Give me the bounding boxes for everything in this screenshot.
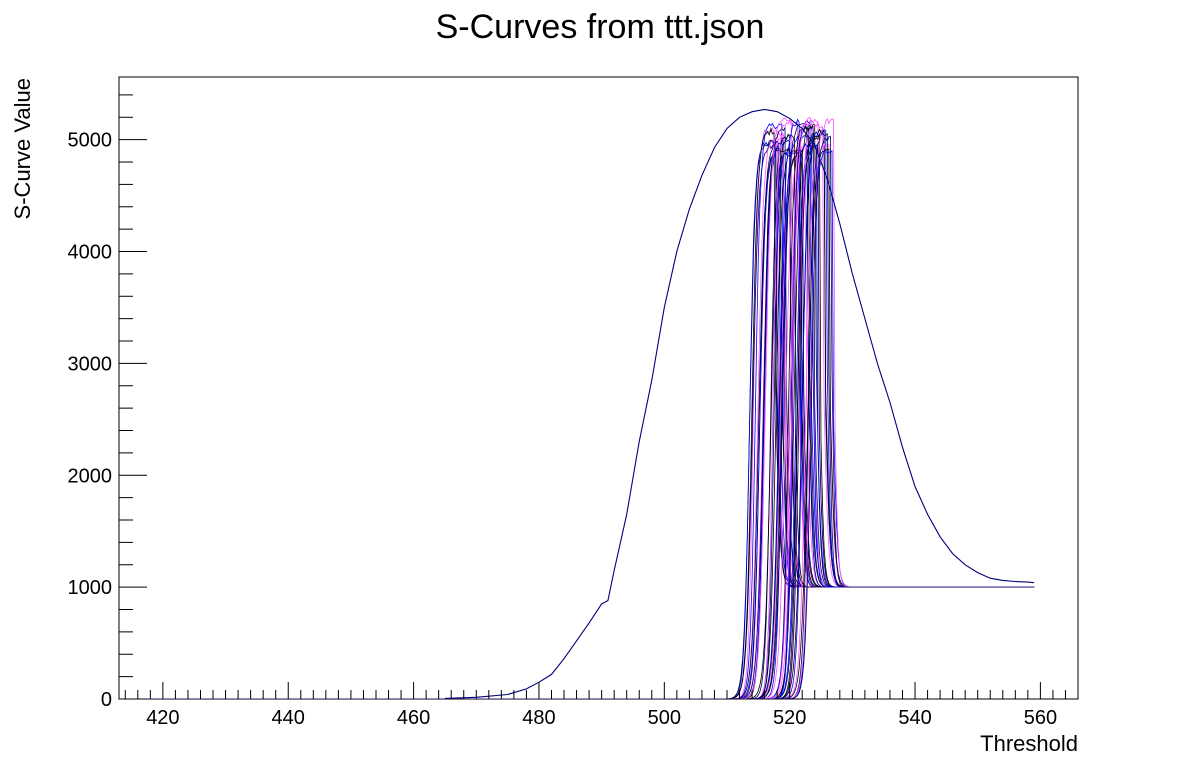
series-line-pixel-15 xyxy=(137,133,1035,699)
series-line-pixel-32 xyxy=(137,123,1035,699)
series-line-pixel-34 xyxy=(137,118,1035,699)
series-line-pixel-11 xyxy=(137,126,1035,699)
series-line-pixel-35 xyxy=(137,141,1035,699)
x-axis-title: Threshold xyxy=(980,731,1078,756)
curves-layer xyxy=(137,108,1035,699)
y-tick-label: 0 xyxy=(101,689,112,711)
series-line-pixel-42 xyxy=(137,142,1035,699)
x-tick-label: 540 xyxy=(898,707,931,729)
x-tick-label: 480 xyxy=(522,707,555,729)
plot-frame xyxy=(118,76,1079,700)
series-line-pixel-45 xyxy=(137,149,1035,699)
series-line-pixel-37 xyxy=(137,141,1035,699)
y-tick-label: 5000 xyxy=(68,130,113,152)
series-line-pixel-27 xyxy=(137,122,1035,699)
y-tick-label: 3000 xyxy=(68,353,113,375)
series-line-pixel-47 xyxy=(137,135,1035,699)
series-line-pixel-39 xyxy=(137,129,1035,699)
series-line-pixel-29 xyxy=(137,119,1035,699)
series-line-pixel-31 xyxy=(137,124,1035,699)
series-line-pixel-7 xyxy=(137,139,1035,699)
series-line-pixel-26 xyxy=(137,146,1035,699)
series-line-pixel-36 xyxy=(137,132,1035,699)
series-line-pixel-10 xyxy=(137,136,1035,699)
x-tick-label: 520 xyxy=(773,707,806,729)
series-line-pixel-16 xyxy=(137,134,1035,699)
series-line-pixel-28 xyxy=(137,126,1035,699)
series-line-pixel-43 xyxy=(137,132,1035,699)
series-line-pixel-18 xyxy=(137,118,1035,699)
series-line-pixel-1 xyxy=(137,140,1035,699)
series-line-pixel-0 xyxy=(137,139,1035,699)
series-line-pixel-22 xyxy=(137,144,1035,699)
series-line-pixel-33 xyxy=(137,142,1035,699)
series-line-pixel-24 xyxy=(137,151,1035,699)
y-tick-label: 4000 xyxy=(68,242,113,264)
series-line-pixel-46 xyxy=(137,117,1035,699)
series-line-pixel-21 xyxy=(137,118,1035,699)
series-line-pixel-6 xyxy=(137,132,1035,699)
x-tick-label: 440 xyxy=(272,707,305,729)
x-tick-label: 420 xyxy=(146,707,179,729)
series-line-pixel-14 xyxy=(137,117,1035,699)
series-line-pixel-40 xyxy=(137,128,1035,699)
series-line-pixel-44 xyxy=(137,148,1035,699)
series-line-pixel-9 xyxy=(137,145,1035,699)
series-line-pixel-25 xyxy=(137,135,1035,699)
chart-title: S-Curves from ttt.json xyxy=(436,8,765,46)
series-line-pixel-19 xyxy=(137,147,1035,699)
series-line-pixel-3 xyxy=(137,142,1035,699)
series-line-envelope xyxy=(444,108,1035,699)
x-tick-label: 560 xyxy=(1024,707,1057,729)
series-line-pixel-13 xyxy=(137,139,1035,699)
series-line-pixel-20 xyxy=(137,148,1035,699)
series-line-pixel-38 xyxy=(137,121,1035,699)
x-tick-label: 460 xyxy=(397,707,430,729)
y-axis-title: S-Curve Value xyxy=(10,78,35,219)
series-line-pixel-2 xyxy=(137,126,1035,699)
series-line-pixel-5 xyxy=(137,122,1035,699)
y-tick-label: 1000 xyxy=(68,577,113,599)
series-line-pixel-8 xyxy=(137,148,1035,699)
series-line-pixel-17 xyxy=(137,147,1035,699)
x-tick-label: 500 xyxy=(648,707,681,729)
series-line-pixel-41 xyxy=(137,129,1035,699)
axes-layer: 420 440 460 480 500 520 540 560 0 1000 2000 3000 400… xyxy=(68,94,1079,729)
series-line-pixel-4 xyxy=(137,127,1035,699)
series-line-pixel-30 xyxy=(137,117,1035,699)
series-line-pixel-12 xyxy=(137,147,1035,699)
y-tick-label: 2000 xyxy=(68,465,113,487)
series-line-pixel-23 xyxy=(137,149,1035,699)
